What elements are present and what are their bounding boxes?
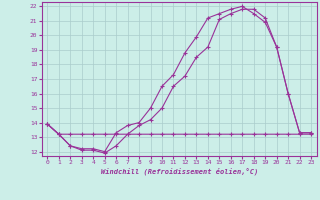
X-axis label: Windchill (Refroidissement éolien,°C): Windchill (Refroidissement éolien,°C) [100,168,258,175]
